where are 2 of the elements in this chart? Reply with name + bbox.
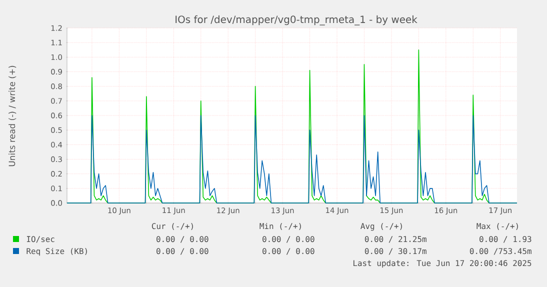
chart-title: IOs for /dev/mapper/vg0-tmp_rmeta_1 - by week xyxy=(176,15,418,26)
y-axis-title: Units read (-) / write (+) xyxy=(8,66,16,166)
